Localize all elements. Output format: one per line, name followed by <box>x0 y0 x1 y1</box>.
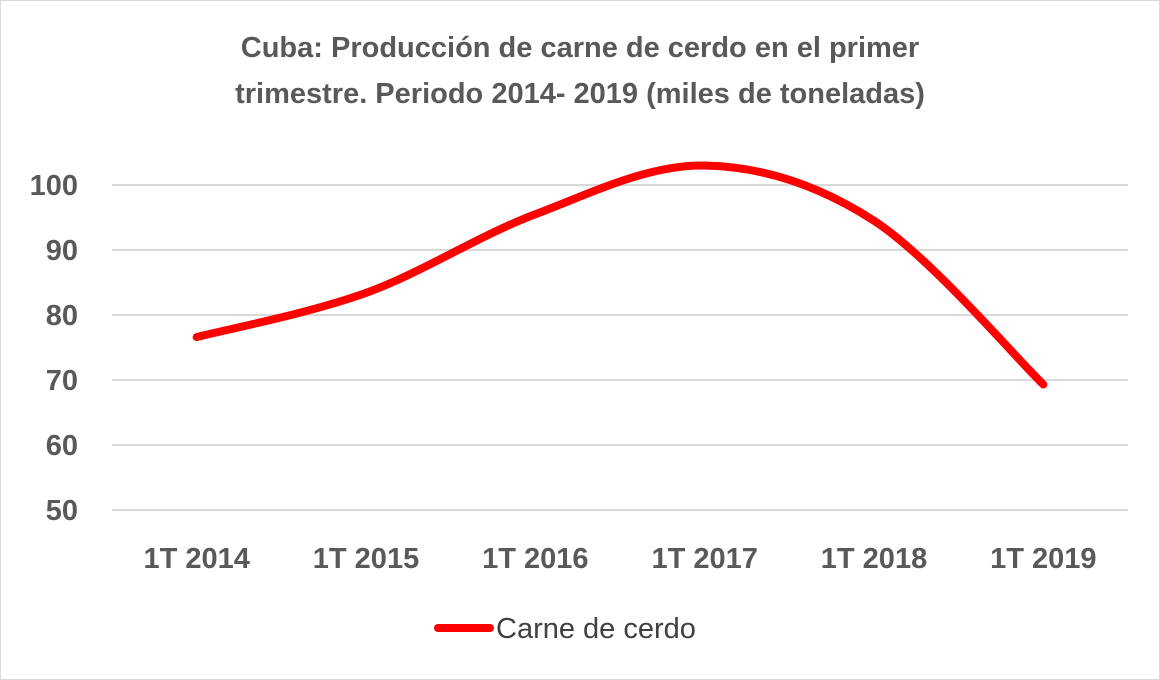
y-tick-label: 70 <box>46 365 78 397</box>
series-lines <box>192 161 1048 389</box>
y-tick-label: 50 <box>46 495 78 527</box>
legend-label-carne-de-cerdo: Carne de cerdo <box>496 613 696 645</box>
series-line-carne-de-cerdo <box>192 161 1048 389</box>
y-tick-label: 90 <box>46 235 78 267</box>
x-tick-label: 1T 2016 <box>482 543 588 575</box>
y-tick-label: 60 <box>46 430 78 462</box>
y-axis-tick-labels: 50 60 70 80 90 100 <box>30 170 78 527</box>
y-tick-label: 80 <box>46 300 78 332</box>
x-axis-tick-labels: 1T 2014 1T 2015 1T 2016 1T 2017 1T 2018 1T 20… <box>143 543 1096 575</box>
x-tick-label: 1T 2015 <box>313 543 419 575</box>
x-tick-label: 1T 2018 <box>821 543 927 575</box>
x-tick-label: 1T 2014 <box>143 543 249 575</box>
legend: Carne de cerdo <box>434 613 696 645</box>
chart-title-line-1: Cuba: Producción de carne de cerdo en el… <box>241 32 919 64</box>
gridlines <box>112 184 1128 511</box>
chart-title-line-2: trimestre. Periodo 2014- 2019 (miles de … <box>235 78 925 110</box>
x-tick-label: 1T 2019 <box>990 543 1096 575</box>
x-tick-label: 1T 2017 <box>651 543 757 575</box>
y-tick-label: 100 <box>30 170 78 202</box>
chart-title: Cuba: Producción de carne de cerdo en el… <box>235 32 925 110</box>
